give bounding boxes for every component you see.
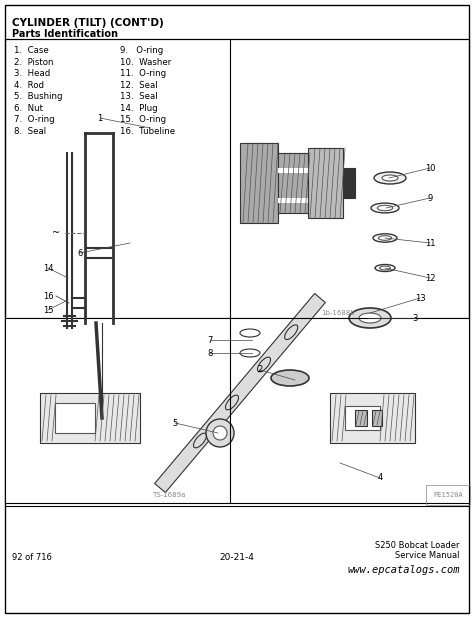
Text: 4.  Rod: 4. Rod bbox=[14, 80, 44, 90]
Text: 11: 11 bbox=[425, 239, 435, 247]
Text: S250 Bobcat Loader: S250 Bobcat Loader bbox=[375, 541, 460, 551]
Text: Parts Identification: Parts Identification bbox=[12, 29, 118, 39]
Text: 92 of 716: 92 of 716 bbox=[12, 554, 52, 562]
Text: 7.  O-ring: 7. O-ring bbox=[14, 115, 55, 124]
Text: 6: 6 bbox=[77, 248, 82, 258]
Text: 8: 8 bbox=[207, 349, 213, 357]
Text: 14.  Plug: 14. Plug bbox=[120, 103, 158, 112]
Bar bbox=[343, 168, 355, 198]
Text: 12.  Seal: 12. Seal bbox=[120, 80, 158, 90]
Ellipse shape bbox=[349, 308, 391, 328]
Bar bbox=[355, 410, 367, 426]
Ellipse shape bbox=[359, 313, 381, 323]
Bar bbox=[345, 406, 380, 430]
Bar bbox=[5, 318, 469, 503]
Text: 1.  Case: 1. Case bbox=[14, 46, 49, 55]
Bar bbox=[278, 153, 308, 213]
Text: 10.  Washer: 10. Washer bbox=[120, 57, 171, 67]
Ellipse shape bbox=[382, 175, 398, 181]
Text: 2.  Piston: 2. Piston bbox=[14, 57, 54, 67]
Text: 14: 14 bbox=[43, 263, 53, 273]
Bar bbox=[5, 39, 469, 318]
Text: Service Manual: Service Manual bbox=[395, 551, 460, 561]
Circle shape bbox=[206, 419, 234, 447]
Bar bbox=[278, 168, 308, 173]
Text: CYLINDER (TILT) (CONT'D): CYLINDER (TILT) (CONT'D) bbox=[12, 18, 164, 28]
Text: 8.  Seal: 8. Seal bbox=[14, 127, 46, 135]
Ellipse shape bbox=[374, 172, 406, 184]
Text: 16: 16 bbox=[44, 292, 54, 300]
Polygon shape bbox=[155, 294, 325, 493]
Text: ~: ~ bbox=[52, 228, 60, 238]
Text: 4: 4 bbox=[377, 473, 383, 483]
Text: 1b-1688b: 1b-1688b bbox=[321, 310, 355, 316]
Text: PE1520A: PE1520A bbox=[433, 492, 463, 498]
Text: 6.  Nut: 6. Nut bbox=[14, 103, 43, 112]
Text: 2: 2 bbox=[257, 365, 263, 375]
Text: 20-21-4: 20-21-4 bbox=[219, 554, 255, 562]
Ellipse shape bbox=[271, 370, 309, 386]
Text: 16.  Tubeline: 16. Tubeline bbox=[120, 127, 175, 135]
Text: 5: 5 bbox=[173, 418, 178, 428]
Bar bbox=[308, 148, 343, 218]
Text: 10: 10 bbox=[425, 164, 435, 172]
Circle shape bbox=[213, 426, 227, 440]
Bar bbox=[330, 393, 415, 443]
Bar bbox=[40, 393, 140, 443]
Bar bbox=[372, 410, 382, 426]
Text: 7: 7 bbox=[207, 336, 213, 344]
Bar bbox=[240, 143, 278, 223]
Text: 13: 13 bbox=[415, 294, 425, 302]
Bar bbox=[55, 403, 95, 433]
Text: TS-1689a: TS-1689a bbox=[152, 492, 185, 498]
Text: 12: 12 bbox=[425, 274, 435, 282]
Text: 5.  Bushing: 5. Bushing bbox=[14, 92, 63, 101]
Text: 13.  Seal: 13. Seal bbox=[120, 92, 158, 101]
Text: 1: 1 bbox=[97, 114, 103, 122]
Text: 9: 9 bbox=[428, 193, 433, 203]
Text: 11.  O-ring: 11. O-ring bbox=[120, 69, 166, 78]
Text: 3: 3 bbox=[412, 313, 418, 323]
Text: 15.  O-ring: 15. O-ring bbox=[120, 115, 166, 124]
Bar bbox=[278, 198, 308, 203]
Text: 15: 15 bbox=[43, 305, 53, 315]
Bar bbox=[5, 318, 469, 503]
Text: 3.  Head: 3. Head bbox=[14, 69, 50, 78]
Text: 9.   O-ring: 9. O-ring bbox=[120, 46, 163, 55]
Text: www.epcatalogs.com: www.epcatalogs.com bbox=[347, 565, 460, 575]
